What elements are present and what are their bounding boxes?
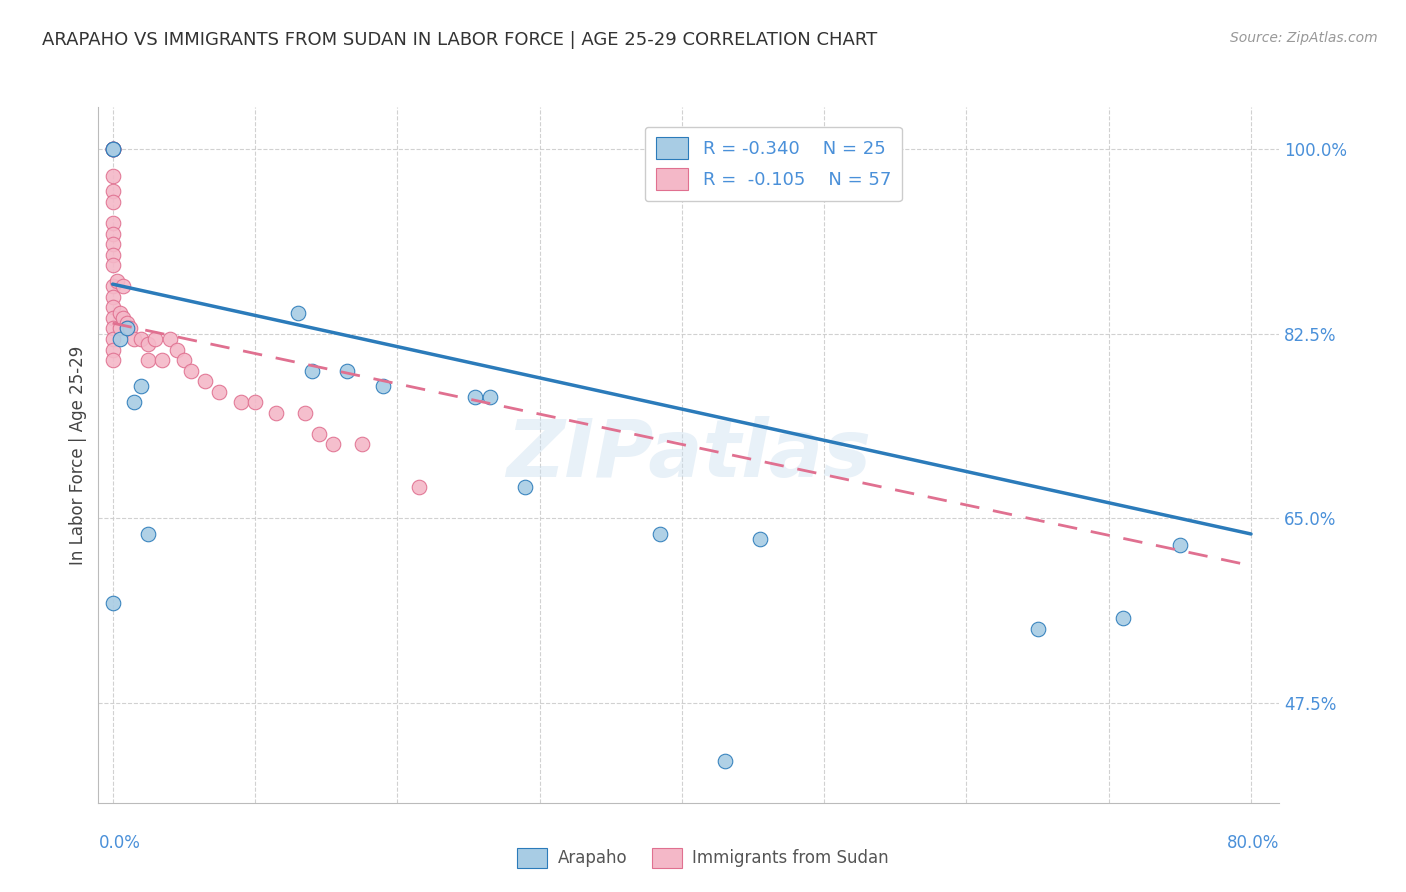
Point [173,353,195,368]
Point [350,437,373,451]
Point [464,390,486,404]
Text: Source: ZipAtlas.com: Source: ZipAtlas.com [1230,31,1378,45]
Legend: R = -0.340    N = 25, R =  -0.105    N = 57: R = -0.340 N = 25, R = -0.105 N = 57 [645,127,901,202]
Point [143,332,166,346]
Point [650,527,672,541]
Point [101,301,124,315]
Point [118,321,141,335]
Point [101,194,124,209]
Point [287,305,309,319]
Point [108,332,131,346]
Point [101,247,124,261]
Point [101,227,124,241]
Point [208,384,231,399]
Point [336,363,359,377]
Point [101,142,124,156]
Point [101,332,124,346]
Point [101,142,124,156]
Point [152,353,174,368]
Point [111,310,134,325]
Point [101,169,124,183]
Point [159,332,181,346]
Point [101,353,124,368]
Point [749,533,772,547]
Point [1112,611,1135,625]
Point [129,332,152,346]
Point [101,185,124,199]
Point [478,390,501,404]
Point [122,332,145,346]
Point [322,437,344,451]
Text: 80.0%: 80.0% [1227,834,1279,852]
Point [136,527,159,541]
Point [308,426,330,441]
Point [243,395,266,409]
Point [266,406,288,420]
Point [101,142,124,156]
Point [101,142,124,156]
Point [166,343,188,357]
Point [122,395,145,409]
Point [101,321,124,335]
Point [115,321,138,335]
Point [101,142,124,156]
Point [101,595,124,609]
Point [180,363,202,377]
Y-axis label: In Labor Force | Age 25-29: In Labor Force | Age 25-29 [69,345,87,565]
Legend: Arapaho, Immigrants from Sudan: Arapaho, Immigrants from Sudan [510,841,896,875]
Point [101,237,124,252]
Point [101,258,124,272]
Point [136,353,159,368]
Point [1168,537,1191,551]
Point [101,142,124,156]
Text: ZIPatlas: ZIPatlas [506,416,872,494]
Point [115,316,138,330]
Point [136,337,159,351]
Point [111,279,134,293]
Point [101,310,124,325]
Point [294,406,316,420]
Point [713,754,735,768]
Point [101,216,124,230]
Point [105,274,128,288]
Point [515,479,537,493]
Point [108,321,131,335]
Point [115,321,138,335]
Point [101,290,124,304]
Text: ARAPAHO VS IMMIGRANTS FROM SUDAN IN LABOR FORCE | AGE 25-29 CORRELATION CHART: ARAPAHO VS IMMIGRANTS FROM SUDAN IN LABO… [42,31,877,49]
Point [229,395,252,409]
Point [408,479,430,493]
Point [101,343,124,357]
Point [301,363,323,377]
Point [194,374,217,388]
Point [371,379,394,393]
Point [101,279,124,293]
Point [129,379,152,393]
Point [108,305,131,319]
Point [1026,622,1049,636]
Text: 0.0%: 0.0% [98,834,141,852]
